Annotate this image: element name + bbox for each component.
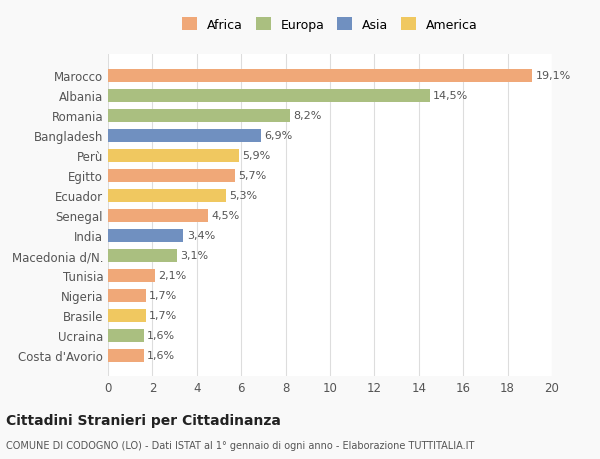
- Text: 6,9%: 6,9%: [265, 131, 293, 141]
- Text: 5,9%: 5,9%: [242, 151, 271, 161]
- Bar: [108, 209, 208, 222]
- Text: 1,7%: 1,7%: [149, 310, 178, 320]
- Text: 5,3%: 5,3%: [229, 191, 257, 201]
- Bar: [108, 129, 261, 142]
- Bar: [108, 70, 532, 83]
- Bar: [108, 249, 177, 262]
- Bar: [108, 189, 226, 202]
- Legend: Africa, Europa, Asia, America: Africa, Europa, Asia, America: [178, 13, 482, 37]
- Text: 3,1%: 3,1%: [180, 251, 208, 261]
- Text: 14,5%: 14,5%: [433, 91, 469, 101]
- Text: COMUNE DI CODOGNO (LO) - Dati ISTAT al 1° gennaio di ogni anno - Elaborazione TU: COMUNE DI CODOGNO (LO) - Dati ISTAT al 1…: [6, 440, 475, 450]
- Text: 5,7%: 5,7%: [238, 171, 266, 181]
- Bar: [108, 349, 143, 362]
- Text: 1,6%: 1,6%: [147, 350, 175, 360]
- Text: 8,2%: 8,2%: [293, 111, 322, 121]
- Bar: [108, 309, 146, 322]
- Bar: [108, 150, 239, 162]
- Bar: [108, 229, 184, 242]
- Text: 4,5%: 4,5%: [211, 211, 239, 221]
- Bar: [108, 289, 146, 302]
- Text: Cittadini Stranieri per Cittadinanza: Cittadini Stranieri per Cittadinanza: [6, 413, 281, 427]
- Bar: [108, 110, 290, 123]
- Text: 1,7%: 1,7%: [149, 291, 178, 301]
- Bar: [108, 169, 235, 182]
- Bar: [108, 90, 430, 102]
- Text: 19,1%: 19,1%: [535, 71, 571, 81]
- Bar: [108, 269, 155, 282]
- Text: 2,1%: 2,1%: [158, 270, 186, 280]
- Text: 1,6%: 1,6%: [147, 330, 175, 340]
- Bar: [108, 329, 143, 342]
- Text: 3,4%: 3,4%: [187, 231, 215, 241]
